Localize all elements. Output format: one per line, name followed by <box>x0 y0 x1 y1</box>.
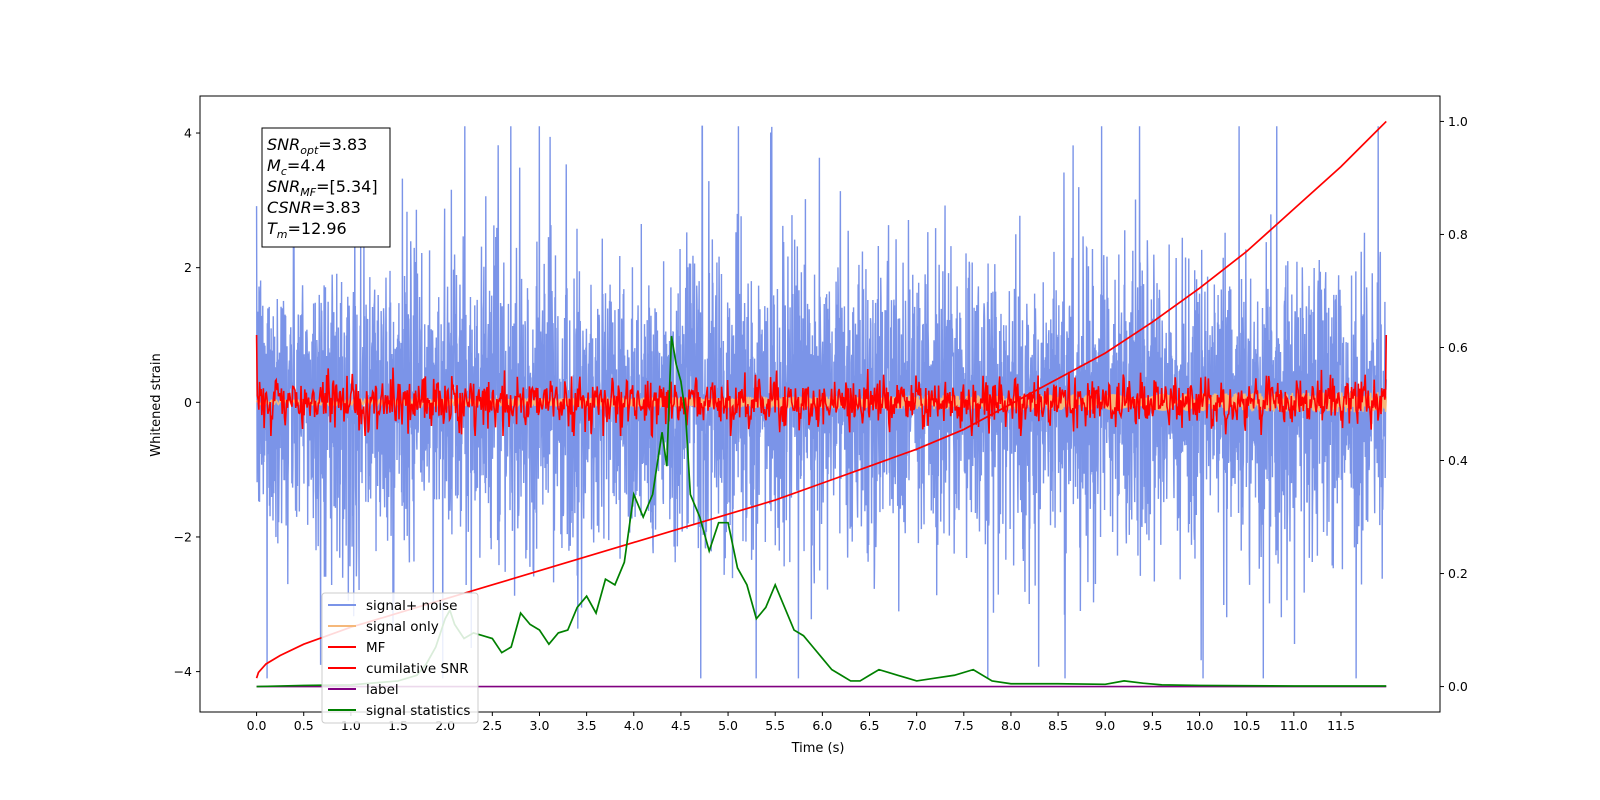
x-tick-label: 11.0 <box>1280 718 1308 733</box>
y-left-tick-label: 0 <box>184 395 192 410</box>
annotation-frame <box>261 127 391 248</box>
legend-entry: cumilative SNR <box>366 661 469 677</box>
y-left-tick-label: 2 <box>184 260 192 275</box>
legend: signal+ noise signal only MF cumilative SNR… <box>321 592 479 724</box>
legend-entry: label <box>366 682 399 698</box>
legend-entry: signal only <box>366 619 439 635</box>
y-right-tick-label: 0.0 <box>1448 679 1468 694</box>
y-left-tick-label: 4 <box>184 126 192 141</box>
y-left-tick-label: −4 <box>174 664 192 679</box>
y-axis-right: 0.0 0.2 0.4 0.6 0.8 1.0 <box>1440 114 1468 694</box>
x-tick-label: 0.0 <box>247 718 267 733</box>
x-tick-label: 10.5 <box>1233 718 1261 733</box>
legend-entry: signal+ noise <box>366 598 457 614</box>
series-signal-statistics <box>256 336 1387 688</box>
y-left-tick-label: −2 <box>174 529 192 544</box>
x-tick-label: 9.0 <box>1095 718 1115 733</box>
x-tick-label: 8.5 <box>1048 718 1068 733</box>
annotation-line: Tm=12.96 <box>267 219 347 241</box>
series-mf <box>255 334 1388 439</box>
x-tick-label: 3.5 <box>577 718 597 733</box>
y-right-tick-label: 0.8 <box>1448 227 1468 242</box>
x-tick-label: 6.5 <box>860 718 880 733</box>
x-tick-label: 9.5 <box>1142 718 1162 733</box>
y-right-tick-label: 0.6 <box>1448 340 1468 355</box>
x-tick-label: 10.0 <box>1186 718 1214 733</box>
y-axis-label: Whitened strain <box>149 353 164 456</box>
x-tick-label: 7.5 <box>954 718 974 733</box>
x-axis-label: Time (s) <box>791 741 845 756</box>
y-axis-left: −4 −2 0 2 4 <box>174 126 200 679</box>
x-tick-label: 2.5 <box>482 718 502 733</box>
x-tick-label: 11.5 <box>1327 718 1355 733</box>
x-tick-label: 6.0 <box>812 718 832 733</box>
legend-frame <box>321 592 479 724</box>
x-tick-label: 4.0 <box>624 718 644 733</box>
x-tick-label: 0.5 <box>294 718 314 733</box>
y-right-tick-label: 0.2 <box>1448 566 1468 581</box>
plot-frame <box>199 95 1441 713</box>
annotation-line: SNRMF=[5.34] <box>267 177 378 199</box>
y-right-tick-label: 0.4 <box>1448 453 1468 468</box>
x-tick-label: 4.5 <box>671 718 691 733</box>
x-tick-label: 8.0 <box>1001 718 1021 733</box>
legend-entry: MF <box>366 640 385 656</box>
x-tick-label: 3.0 <box>530 718 550 733</box>
x-tick-label: 7.0 <box>907 718 927 733</box>
annotation-line: CSNR=3.83 <box>267 198 361 217</box>
x-tick-label: 5.0 <box>718 718 738 733</box>
x-tick-label: 5.5 <box>765 718 785 733</box>
series-signal-noise <box>255 125 1387 679</box>
y-right-tick-label: 1.0 <box>1448 114 1468 129</box>
annotation-line: Mc=4.4 <box>267 156 326 178</box>
legend-entry: signal statistics <box>366 703 470 719</box>
annotation-line: SNRopt=3.83 <box>267 135 367 157</box>
